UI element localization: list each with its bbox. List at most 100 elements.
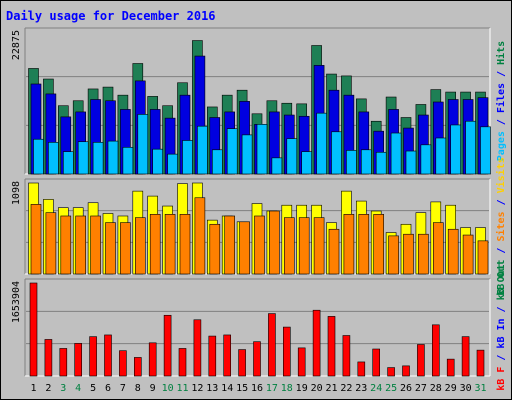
x-tick-label-day-25: 25 bbox=[385, 383, 397, 394]
legend-part: Pages bbox=[496, 131, 507, 161]
legend-part: / bbox=[496, 349, 507, 367]
bar-sites-day-14 bbox=[224, 215, 235, 275]
legend-part: / bbox=[496, 193, 507, 211]
bar-kb-f-day-24 bbox=[372, 348, 381, 377]
bar-pages-day-8 bbox=[137, 114, 149, 175]
bar-kb-f-day-27 bbox=[417, 344, 425, 377]
bar-sites-day-18 bbox=[283, 217, 295, 275]
bar-pages-day-29 bbox=[450, 124, 462, 175]
x-tick-label-day-26: 26 bbox=[400, 383, 412, 394]
bar-sites-day-12 bbox=[194, 197, 206, 275]
bar-pages-day-24 bbox=[375, 151, 387, 175]
bar-sites-day-23 bbox=[358, 214, 370, 275]
x-tick-label-day-20: 20 bbox=[311, 383, 323, 394]
bar-sites-day-30 bbox=[462, 234, 474, 275]
bar-pages-day-18 bbox=[286, 138, 298, 175]
chart-title: Daily usage for December 2016 bbox=[6, 9, 216, 23]
bar-kb-f-day-29 bbox=[446, 358, 455, 377]
bar-pages-day-11 bbox=[182, 140, 193, 175]
bar-sites-day-5 bbox=[90, 215, 101, 275]
x-tick-label-day-31: 31 bbox=[474, 383, 486, 394]
bar-kb-f-day-16 bbox=[253, 341, 261, 377]
bar-kb-f-day-23 bbox=[357, 361, 366, 377]
bar-sites-day-11 bbox=[179, 214, 191, 275]
bar-kb-f-day-15 bbox=[238, 349, 246, 377]
bar-pages-day-31 bbox=[480, 126, 491, 175]
x-tick-label-day-28: 28 bbox=[430, 383, 442, 394]
x-tick-label-day-30: 30 bbox=[460, 383, 472, 394]
bar-pages-day-26 bbox=[405, 150, 417, 175]
x-tick-label-day-18: 18 bbox=[281, 383, 293, 394]
bar-kb-f-day-20 bbox=[312, 309, 321, 377]
legend-part: / bbox=[496, 65, 507, 83]
bar-pages-day-2 bbox=[48, 142, 59, 175]
legend-part: / bbox=[496, 113, 507, 131]
x-tick-label-day-7: 7 bbox=[120, 383, 126, 394]
legend-part: kB Out bbox=[496, 260, 507, 296]
bar-sites-day-8 bbox=[135, 217, 146, 275]
bar-kb-f-day-2 bbox=[44, 339, 53, 377]
bar-sites-day-27 bbox=[418, 233, 429, 275]
x-tick-label-day-23: 23 bbox=[355, 383, 367, 394]
bar-sites-day-6 bbox=[105, 222, 116, 275]
bar-sites-day-17 bbox=[269, 210, 280, 275]
bar-pages-day-19 bbox=[301, 151, 313, 175]
bar-kb-f-day-18 bbox=[282, 326, 291, 377]
bar-kb-f-day-8 bbox=[134, 357, 142, 377]
bar-pages-day-15 bbox=[241, 134, 253, 175]
panel-1: 22875 Pages / Files / Hits bbox=[11, 27, 507, 175]
right-axis-legend: kB Out / Sites / Visits bbox=[495, 157, 507, 295]
panel-2: 1098 kB Out / Sites / Visits bbox=[11, 157, 507, 295]
bar-sites-day-29 bbox=[447, 228, 459, 275]
bar-kb-f-day-19 bbox=[297, 347, 306, 377]
x-tick-label-day-14: 14 bbox=[221, 383, 233, 394]
x-tick-label-day-9: 9 bbox=[150, 383, 156, 394]
x-tick-label-day-4: 4 bbox=[75, 383, 81, 394]
x-tick-label-day-16: 16 bbox=[251, 383, 263, 394]
bar-sites-day-4 bbox=[75, 215, 86, 275]
x-tick-label-day-11: 11 bbox=[176, 383, 188, 394]
bar-sites-day-13 bbox=[209, 223, 221, 275]
x-axis-day-labels: 1 2 3 4 5 6 7 8 9 10 11 12 13 14 15 16 17 18 19 20 21 22 23 24 2… bbox=[30, 383, 486, 394]
bar-pages-day-23 bbox=[360, 149, 372, 175]
bar-pages-day-16 bbox=[256, 124, 268, 175]
bar-pages-day-20 bbox=[316, 112, 327, 175]
bar-pages-day-21 bbox=[331, 131, 342, 175]
x-tick-label-day-27: 27 bbox=[415, 383, 427, 394]
x-tick-label-day-19: 19 bbox=[296, 383, 308, 394]
x-tick-label-day-5: 5 bbox=[90, 383, 96, 394]
bar-kb-f-day-22 bbox=[342, 335, 351, 377]
bar-kb-f-day-21 bbox=[327, 316, 336, 377]
bar-sites-day-31 bbox=[477, 240, 489, 275]
bar-sites-day-16 bbox=[254, 215, 265, 275]
x-tick-label-day-29: 29 bbox=[445, 383, 457, 394]
bar-pages-day-9 bbox=[152, 148, 163, 175]
x-tick-label-day-10: 10 bbox=[162, 383, 174, 394]
x-tick-label-day-2: 2 bbox=[45, 383, 51, 394]
x-tick-label-day-21: 21 bbox=[325, 383, 337, 394]
bar-sites-day-24 bbox=[373, 214, 385, 275]
bar-sites-day-9 bbox=[149, 214, 161, 275]
bar-sites-day-28 bbox=[432, 222, 444, 275]
bar-pages-day-10 bbox=[167, 153, 178, 175]
bar-pages-day-6 bbox=[107, 140, 119, 175]
bar-pages-day-5 bbox=[92, 142, 104, 175]
y-max-label: 1653904 bbox=[11, 281, 22, 323]
bar-pages-day-17 bbox=[271, 157, 283, 175]
bar-kb-f-day-4 bbox=[74, 343, 82, 377]
bar-kb-f-day-9 bbox=[148, 342, 157, 377]
bar-kb-f-day-11 bbox=[178, 348, 187, 377]
bar-pages-day-30 bbox=[465, 120, 476, 175]
bar-sites-day-26 bbox=[403, 233, 414, 275]
y-max-label: 1098 bbox=[11, 181, 22, 205]
bar-pages-day-7 bbox=[122, 147, 134, 175]
bar-kb-f-day-6 bbox=[104, 334, 112, 377]
bar-kb-f-day-3 bbox=[59, 348, 68, 377]
x-tick-label-day-12: 12 bbox=[191, 383, 203, 394]
bar-sites-day-15 bbox=[239, 221, 250, 275]
bar-kb-f-day-7 bbox=[119, 350, 127, 377]
legend-part: Sites bbox=[495, 211, 507, 241]
bar-sites-day-22 bbox=[343, 214, 355, 275]
